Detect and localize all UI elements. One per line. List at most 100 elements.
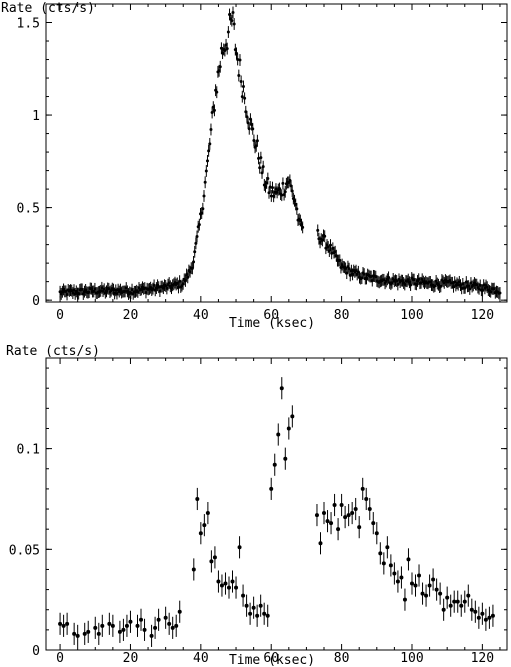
data-point bbox=[406, 557, 411, 562]
data-point bbox=[215, 90, 219, 94]
data-point bbox=[167, 621, 172, 626]
data-point bbox=[409, 581, 414, 586]
bottom-light-curve-panel: 0 20 40 60 80 100 120 0 0.05 0.1 Rate (cts/s) Tim… bbox=[6, 344, 508, 667]
data-point bbox=[117, 629, 122, 634]
y-tick-label: 0 bbox=[32, 294, 40, 309]
data-point bbox=[417, 573, 422, 578]
data-point bbox=[265, 613, 270, 618]
data-point bbox=[226, 585, 231, 590]
data-point bbox=[338, 258, 342, 262]
data-point bbox=[257, 156, 261, 160]
data-point bbox=[329, 243, 333, 247]
data-point bbox=[255, 613, 260, 618]
data-point bbox=[424, 593, 429, 598]
data-point bbox=[483, 617, 488, 622]
data-point bbox=[110, 623, 115, 628]
data-point bbox=[203, 180, 207, 184]
data-point bbox=[209, 559, 214, 564]
data-point bbox=[438, 591, 443, 596]
data-point bbox=[441, 607, 446, 612]
data-point bbox=[367, 507, 372, 512]
data-point bbox=[346, 513, 351, 518]
data-point bbox=[197, 223, 201, 227]
data-point bbox=[279, 386, 284, 391]
data-point bbox=[466, 593, 471, 598]
x-tick-label: 20 bbox=[123, 308, 139, 323]
data-point bbox=[381, 561, 386, 566]
data-point bbox=[239, 79, 243, 83]
data-point bbox=[201, 207, 205, 211]
data-point bbox=[280, 193, 284, 197]
data-point bbox=[473, 609, 478, 614]
data-point bbox=[142, 627, 147, 632]
data-point bbox=[204, 169, 208, 173]
data-point bbox=[445, 595, 450, 600]
data-point bbox=[121, 627, 126, 632]
bottom-data-series bbox=[58, 377, 495, 647]
data-point bbox=[480, 611, 485, 616]
data-point bbox=[388, 563, 393, 568]
data-point bbox=[259, 156, 263, 160]
data-point bbox=[186, 275, 190, 279]
data-point bbox=[392, 571, 397, 576]
data-point bbox=[241, 593, 246, 598]
x-tick-label: 0 bbox=[56, 308, 64, 323]
x-tick-label: 40 bbox=[193, 308, 209, 323]
data-point bbox=[261, 165, 265, 169]
data-point bbox=[198, 531, 203, 536]
bottom-tick-labels: 0 20 40 60 80 100 120 0 0.05 0.1 bbox=[9, 443, 494, 666]
x-tick-label: 100 bbox=[400, 308, 423, 323]
y-tick-label: 0 bbox=[32, 644, 40, 659]
data-point bbox=[93, 625, 98, 630]
data-point bbox=[139, 617, 144, 622]
data-point bbox=[487, 615, 492, 620]
data-point bbox=[459, 603, 464, 608]
data-point bbox=[194, 241, 198, 245]
data-point bbox=[170, 625, 175, 630]
data-point bbox=[195, 496, 200, 501]
data-point bbox=[325, 519, 330, 524]
data-point bbox=[135, 623, 140, 628]
data-point bbox=[385, 545, 390, 550]
data-point bbox=[82, 631, 87, 636]
data-point bbox=[128, 619, 133, 624]
data-point bbox=[462, 599, 467, 604]
y-tick-label: 1.5 bbox=[17, 17, 40, 32]
data-point bbox=[258, 166, 262, 170]
bottom-x-axis-label: Time (ksec) bbox=[229, 653, 315, 667]
data-point bbox=[218, 65, 222, 69]
data-point bbox=[364, 496, 369, 501]
x-tick-label: 60 bbox=[263, 308, 279, 323]
data-point bbox=[402, 597, 407, 602]
data-point bbox=[448, 603, 453, 608]
data-point bbox=[469, 607, 474, 612]
data-point bbox=[357, 525, 362, 530]
data-point bbox=[192, 260, 196, 264]
data-point bbox=[286, 426, 291, 431]
x-tick-label: 40 bbox=[193, 651, 209, 666]
bottom-y-axis-label: Rate (cts/s) bbox=[6, 344, 100, 359]
data-point bbox=[163, 615, 168, 620]
data-point bbox=[225, 47, 229, 51]
data-point bbox=[191, 567, 196, 572]
data-point bbox=[498, 291, 502, 295]
data-point bbox=[205, 159, 209, 163]
data-point bbox=[329, 521, 334, 526]
data-point bbox=[231, 10, 235, 14]
data-point bbox=[350, 511, 355, 516]
data-point bbox=[207, 149, 211, 153]
data-point bbox=[431, 577, 436, 582]
data-point bbox=[322, 511, 327, 516]
data-point bbox=[212, 108, 216, 112]
top-plot-frame bbox=[45, 3, 508, 303]
data-point bbox=[202, 194, 206, 198]
data-point bbox=[149, 633, 154, 638]
data-point bbox=[270, 186, 274, 190]
data-point bbox=[226, 30, 230, 34]
data-point bbox=[243, 96, 247, 100]
y-tick-label: 0.5 bbox=[17, 202, 40, 217]
data-point bbox=[413, 583, 418, 588]
y-tick-label: 1 bbox=[32, 109, 40, 124]
data-point bbox=[216, 579, 221, 584]
data-point bbox=[269, 194, 273, 198]
